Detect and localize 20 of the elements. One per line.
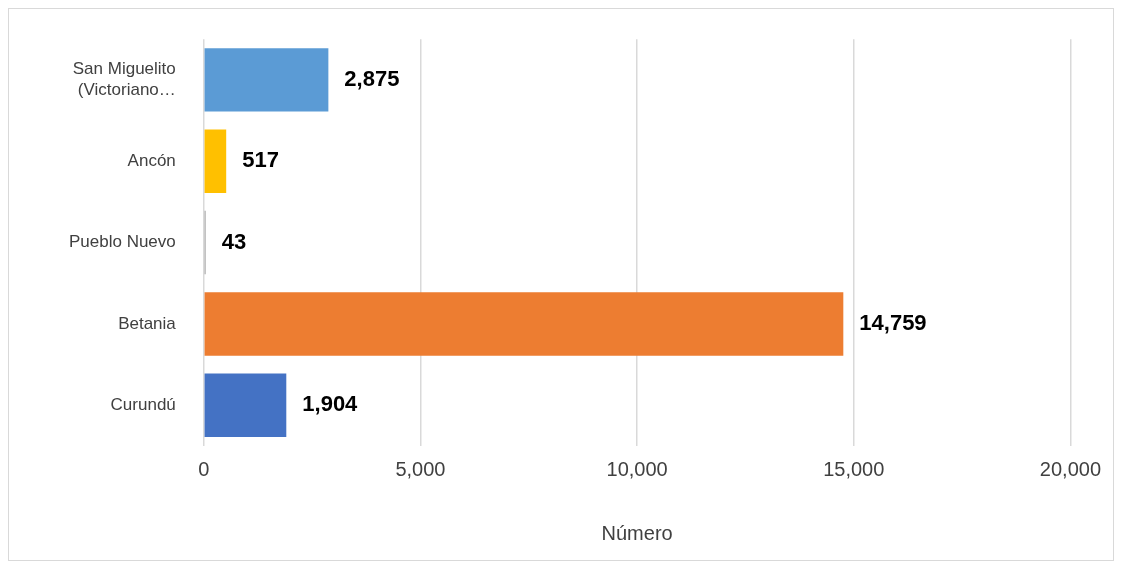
data-label: 1,904 bbox=[302, 391, 359, 417]
bar bbox=[204, 48, 329, 112]
y-tick-label: Pueblo Nuevo bbox=[68, 232, 176, 252]
y-tick-label: San Miguelito (Victoriano… bbox=[72, 59, 176, 99]
x-tick-label: 10,000 bbox=[606, 457, 668, 480]
y-tick-label: Betania bbox=[118, 313, 177, 333]
data-label: 517 bbox=[242, 147, 279, 173]
x-tick-label: 15,000 bbox=[823, 457, 885, 480]
data-label: 2,875 bbox=[344, 65, 400, 91]
bar bbox=[204, 129, 227, 193]
y-tick-label: Curundú bbox=[110, 395, 176, 415]
bar bbox=[204, 373, 287, 438]
data-label: 14,759 bbox=[859, 310, 927, 336]
x-tick-label: 0 bbox=[198, 457, 210, 480]
x-tick-label: 5,000 bbox=[395, 457, 446, 480]
bar bbox=[204, 292, 844, 356]
x-tick-label: 20,000 bbox=[1039, 457, 1101, 480]
data-label: 43 bbox=[221, 228, 247, 254]
x-axis-title: Número bbox=[601, 521, 673, 544]
y-tick-label: Ancón bbox=[127, 150, 176, 170]
